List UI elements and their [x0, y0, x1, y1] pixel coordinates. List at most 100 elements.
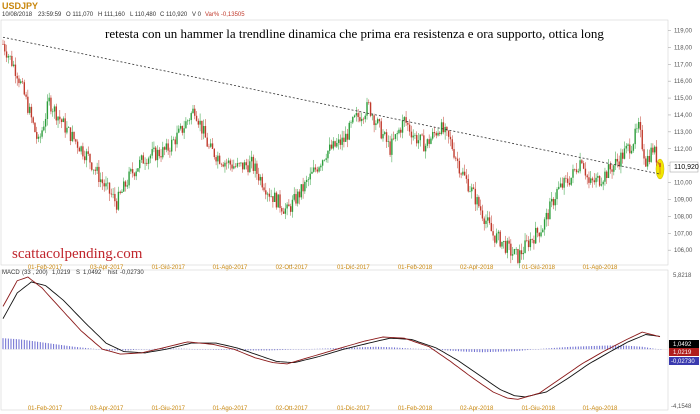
- candle-body: [215, 157, 217, 162]
- candle-body: [469, 191, 471, 192]
- open-readout: O 111,070: [66, 12, 94, 18]
- candle-body: [613, 165, 615, 172]
- histogram-bar: [588, 346, 590, 350]
- histogram-bar: [74, 346, 76, 350]
- candle-body: [394, 134, 397, 139]
- candle-body: [2, 43, 4, 45]
- candle-body: [4, 44, 6, 52]
- histogram-bar: [39, 342, 41, 350]
- candle-body: [323, 159, 326, 161]
- histogram-bar: [15, 339, 17, 350]
- candle-body: [14, 64, 17, 76]
- candle-body: [172, 139, 175, 141]
- histogram-bar: [441, 349, 443, 351]
- macd-line: [2, 276, 661, 400]
- candle-body: [517, 249, 519, 263]
- histogram-bar: [279, 349, 281, 351]
- candle-body: [368, 102, 370, 103]
- macd-title: MACD: [2, 270, 20, 276]
- candle-body: [414, 135, 416, 136]
- candle-body: [378, 119, 381, 122]
- histogram-bar: [322, 348, 324, 350]
- last-price-box: [669, 161, 699, 173]
- candle-body: [432, 132, 434, 139]
- histogram-bar: [529, 349, 531, 350]
- histogram-bar: [378, 346, 380, 350]
- candle-body: [492, 231, 494, 236]
- histogram-bar: [553, 347, 555, 350]
- histogram-bar: [609, 345, 611, 350]
- histogram-bar: [492, 349, 494, 352]
- candle-body: [327, 150, 329, 159]
- histogram-bar: [649, 347, 651, 350]
- macd-x-tick-label: 01-Feb-2018: [398, 406, 433, 412]
- candle-body: [479, 206, 482, 211]
- candle-body: [66, 127, 68, 133]
- last-price-text: 110,920: [674, 164, 699, 171]
- macd-x-tick-label: 01-Giu-2018: [522, 406, 556, 412]
- histogram-bar: [625, 345, 627, 350]
- histogram-bar: [61, 345, 63, 350]
- candle-body: [243, 162, 246, 170]
- candle-body: [259, 176, 262, 181]
- candle-body: [277, 194, 279, 208]
- candle-body: [339, 139, 342, 145]
- histogram-bar: [247, 349, 249, 351]
- candle-body: [462, 171, 464, 175]
- histogram-bar: [503, 349, 505, 352]
- candle-body: [506, 240, 508, 253]
- histogram-bar: [551, 348, 553, 350]
- histogram-bar: [569, 346, 571, 350]
- candle-body: [627, 144, 629, 146]
- candle-body: [623, 148, 626, 159]
- candle-body: [577, 171, 580, 173]
- candle-body: [69, 127, 72, 142]
- histogram-bar: [487, 349, 489, 353]
- histogram-bar: [473, 349, 475, 352]
- histogram-bar: [383, 347, 385, 350]
- histogram-bar: [391, 347, 393, 350]
- histogram-bar: [58, 344, 60, 350]
- histogram-bar: [244, 349, 246, 351]
- histogram-bar: [511, 349, 513, 352]
- candle-body: [53, 106, 56, 112]
- candle-body: [579, 160, 581, 172]
- candle-body: [611, 169, 613, 172]
- candle-body: [201, 120, 203, 134]
- candle-body: [304, 181, 306, 192]
- candle-body: [540, 232, 542, 237]
- candle-body: [55, 106, 57, 121]
- signal-label: S: [76, 270, 80, 276]
- candle-body: [206, 137, 208, 147]
- candle-body: [497, 231, 500, 234]
- candle-body: [50, 97, 52, 112]
- candle-body: [382, 134, 384, 139]
- histogram-bar: [106, 349, 108, 351]
- candle-body: [408, 124, 411, 132]
- candle-body: [357, 113, 359, 118]
- histogram-bar: [343, 347, 345, 350]
- candle-body: [183, 128, 185, 133]
- candle-body: [398, 129, 400, 134]
- candle-body: [332, 141, 334, 149]
- candle-body: [112, 193, 114, 195]
- candle-body: [85, 151, 88, 161]
- histogram-bar: [380, 346, 382, 350]
- candle-body: [494, 235, 496, 243]
- candle-body: [435, 133, 437, 136]
- candle-body: [46, 101, 49, 120]
- price-x-tick-label: 01-Feb-2017: [28, 265, 63, 271]
- candle-body: [270, 196, 272, 197]
- candle-body: [249, 161, 251, 173]
- candle-body: [89, 153, 91, 163]
- candle-body: [396, 133, 398, 135]
- candle-body: [369, 102, 372, 116]
- candle-body: [508, 240, 510, 244]
- histogram-bar: [2, 338, 4, 350]
- histogram-bar: [505, 349, 507, 352]
- signal-badge: 1,0492: [673, 342, 692, 348]
- time-readout: 23:59:59: [38, 12, 62, 18]
- histogram-bar: [543, 348, 545, 350]
- histogram-bar: [250, 349, 252, 351]
- histogram-bar: [481, 349, 483, 353]
